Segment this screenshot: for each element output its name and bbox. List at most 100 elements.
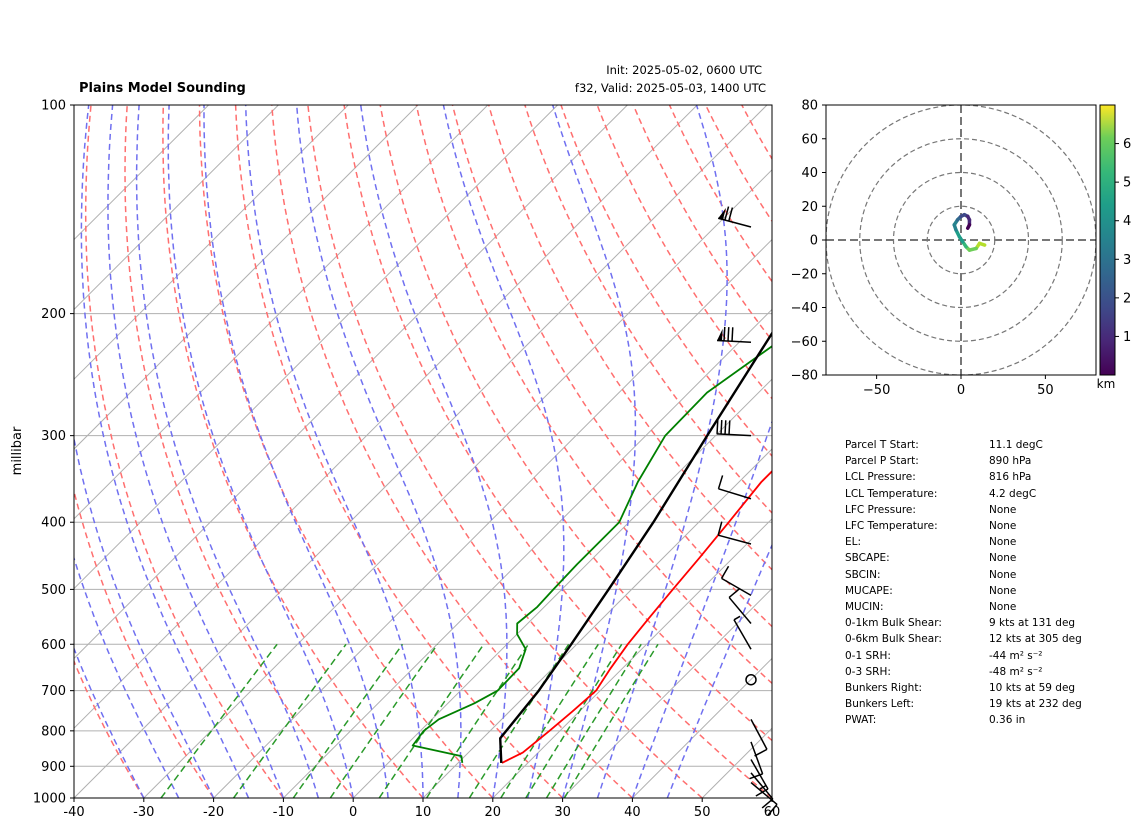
moist-adiabat — [596, 105, 728, 798]
moist-adiabat — [80, 105, 250, 798]
isotherm — [74, 105, 628, 660]
y-tick-label: 400 — [41, 516, 66, 531]
param-label: 0-1 SRH: — [845, 649, 891, 662]
y-tick-label: 900 — [41, 760, 66, 775]
wind-barb — [716, 419, 752, 437]
moist-adiabat — [135, 105, 320, 798]
isotherm — [74, 105, 279, 311]
param-value: None — [989, 601, 1017, 614]
skewt-profiles — [411, 331, 772, 764]
isotherm — [143, 169, 772, 798]
isotherm — [213, 238, 772, 798]
x-tick-label: 60 — [764, 805, 781, 820]
x-tick-label: -40 — [63, 805, 84, 820]
dry-adiabat — [307, 105, 703, 798]
x-tick-label: 0 — [349, 805, 357, 820]
moist-adiabat — [74, 555, 180, 798]
param-label: MUCAPE: — [845, 584, 893, 597]
param-row: SBCAPE: None — [845, 550, 1082, 566]
param-value: -48 m² s⁻² — [989, 665, 1043, 678]
wind-barb — [720, 565, 752, 596]
isotherm — [492, 518, 772, 798]
moist-adiabat — [107, 105, 285, 798]
x-tick-label: 40 — [624, 805, 641, 820]
param-row: LCL Pressure: 816 hPa — [845, 469, 1082, 485]
moist-adiabat — [631, 419, 772, 798]
param-label: LCL Pressure: — [845, 471, 916, 484]
hodo-x-tick-label: 0 — [957, 383, 965, 398]
hodograph-ticks: −50 0 50 80 60 40 20 0 −20 −40 −60 −80 — [791, 99, 1054, 399]
isotherm — [352, 378, 772, 798]
y-axis-label: millibar — [10, 426, 25, 475]
x-tick-label: 10 — [415, 805, 432, 820]
x-tick-label: 50 — [694, 805, 711, 820]
moist-adiabat — [74, 435, 215, 798]
skewt-background — [74, 105, 772, 798]
param-row: Bunkers Right: 10 kts at 59 deg — [845, 680, 1082, 696]
parameters-table: Parcel T Start: 11.1 degC Parcel P Start: 8… — [845, 437, 1082, 729]
hodo-y-tick-label: −60 — [791, 335, 818, 350]
param-value: 890 hPa — [989, 455, 1032, 468]
wind-barb — [717, 521, 752, 545]
y-tick-label: 600 — [41, 638, 66, 653]
param-value: None — [989, 520, 1017, 533]
valid-time: f32, Valid: 2025-05-03, 1400 UTC — [575, 81, 766, 95]
dry-adiabat — [451, 105, 772, 628]
param-label: Bunkers Right: — [845, 682, 922, 695]
isotherm — [562, 587, 772, 798]
param-row: EL: None — [845, 534, 1082, 550]
param-label: EL: — [845, 536, 862, 549]
colorbar-ticks: 1 2 3 4 5 6 — [1115, 137, 1131, 345]
param-label: LFC Pressure: — [845, 503, 916, 516]
param-label: 0-1km Bulk Shear: — [845, 617, 942, 630]
moist-adiabat — [442, 105, 565, 798]
param-row: Parcel T Start: 11.1 degC — [845, 437, 1082, 453]
wind-barb — [750, 781, 778, 816]
wind-barb — [728, 587, 752, 624]
wind-barb — [750, 718, 768, 757]
param-value: 12 kts at 305 deg — [989, 633, 1082, 646]
temperature-profile — [501, 470, 772, 764]
param-value: None — [989, 568, 1017, 581]
hodo-segment — [966, 223, 972, 230]
dry-adiabat — [343, 105, 772, 798]
chart-title: Plains Model Sounding — [79, 81, 246, 96]
param-label: Bunkers Left: — [845, 698, 915, 711]
hodo-y-tick-label: 40 — [801, 166, 818, 181]
param-value: None — [989, 503, 1017, 516]
param-label: LCL Temperature: — [845, 487, 938, 500]
isotherm — [422, 448, 772, 798]
param-value: 10 kts at 59 deg — [989, 682, 1076, 695]
param-row: LFC Temperature: None — [845, 518, 1082, 534]
calm-wind — [745, 673, 757, 686]
wind-barbs — [716, 206, 778, 816]
param-value: 9 kts at 131 deg — [989, 617, 1076, 630]
param-row: 0-6km Bulk Shear: 12 kts at 305 deg — [845, 631, 1082, 647]
colorbar-tick-label: 2 — [1123, 291, 1131, 306]
param-row: LCL Temperature: 4.2 degC — [845, 486, 1082, 502]
wind-barb — [717, 326, 752, 344]
mixing-ratio-line — [545, 643, 642, 798]
param-label: LFC Temperature: — [845, 520, 938, 533]
dry-adiabat — [415, 105, 772, 685]
dry-adiabat — [162, 105, 424, 798]
param-value: 4.2 degC — [989, 487, 1037, 500]
moist-adiabat — [203, 105, 389, 798]
param-value: 0.36 in — [989, 714, 1026, 727]
param-row: MUCAPE: None — [845, 583, 1082, 599]
colorbar-tick-label: 3 — [1123, 253, 1131, 268]
param-value: 19 kts at 232 deg — [989, 698, 1082, 711]
param-label: 0-6km Bulk Shear: — [845, 633, 942, 646]
y-tick-label: 700 — [41, 684, 66, 699]
param-row: Parcel P Start: 890 hPa — [845, 453, 1082, 469]
wind-barb — [733, 615, 752, 650]
mixing-ratio-line — [232, 643, 347, 798]
param-value: None — [989, 584, 1017, 597]
moist-adiabat — [359, 105, 508, 798]
param-row: 0-1 SRH: -44 m² s⁻² — [845, 648, 1082, 664]
mixing-ratio-line — [525, 643, 623, 798]
y-tick-label: 300 — [41, 429, 66, 444]
mixing-ratio-line — [292, 643, 404, 798]
isotherm — [283, 308, 772, 798]
